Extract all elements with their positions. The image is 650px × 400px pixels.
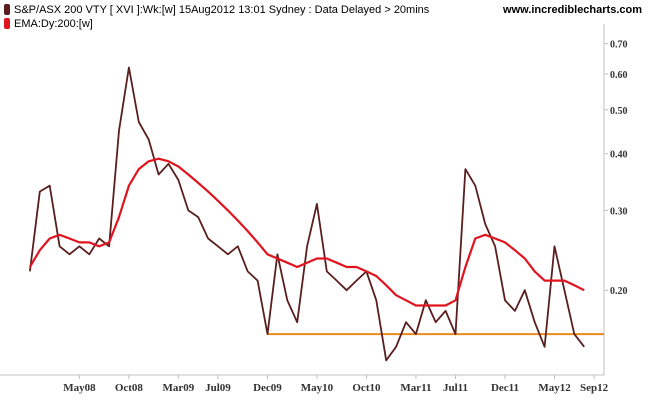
x-tick-label: Dec11 <box>491 382 519 394</box>
legend-price-swatch <box>4 4 10 15</box>
price-series-line <box>29 66 585 362</box>
x-tick-label: May12 <box>538 382 571 394</box>
x-axis: May08 Oct08 Mar09 Jul09 Dec09 May10 Oct10 Mar11… <box>0 374 609 394</box>
y-tick-label: 0.60 <box>610 70 628 81</box>
legend-ema-swatch <box>4 18 10 29</box>
x-tick-label: Oct08 <box>115 382 144 394</box>
y-axis: 0.70 0.60 0.50 0.40 0.30 0.20 <box>603 24 628 375</box>
y-tick-label: 0.30 <box>610 206 628 217</box>
y-tick-label: 0.50 <box>610 106 628 117</box>
x-tick-label: May08 <box>63 382 96 394</box>
x-tick-label: Dec09 <box>253 382 282 394</box>
y-tick-label: 0.40 <box>610 150 628 161</box>
x-tick-label: Oct10 <box>352 382 381 394</box>
x-tick-label: Sep12 <box>580 382 609 394</box>
x-tick-label: Jul09 <box>205 382 231 394</box>
legend-ema-label: EMA:Dy:200:[w] <box>14 18 93 30</box>
ema-series-line <box>28 157 585 307</box>
x-tick-label: Jul11 <box>443 382 468 394</box>
x-tick-label: Mar11 <box>400 382 431 394</box>
y-tick-label: 0.70 <box>610 40 628 51</box>
y-tick-label: 0.20 <box>610 286 628 297</box>
x-tick-label: May10 <box>301 382 334 394</box>
legend-price-label: S&P/ASX 200 VTY [ XVI ]:Wk:[w] 15Aug2012… <box>14 4 430 16</box>
legend: S&P/ASX 200 VTY [ XVI ]:Wk:[w] 15Aug2012… <box>4 4 430 30</box>
x-tick-label: Mar09 <box>162 382 194 394</box>
brand-label: www.incrediblecharts.com <box>502 4 642 16</box>
plot-area <box>28 66 604 362</box>
